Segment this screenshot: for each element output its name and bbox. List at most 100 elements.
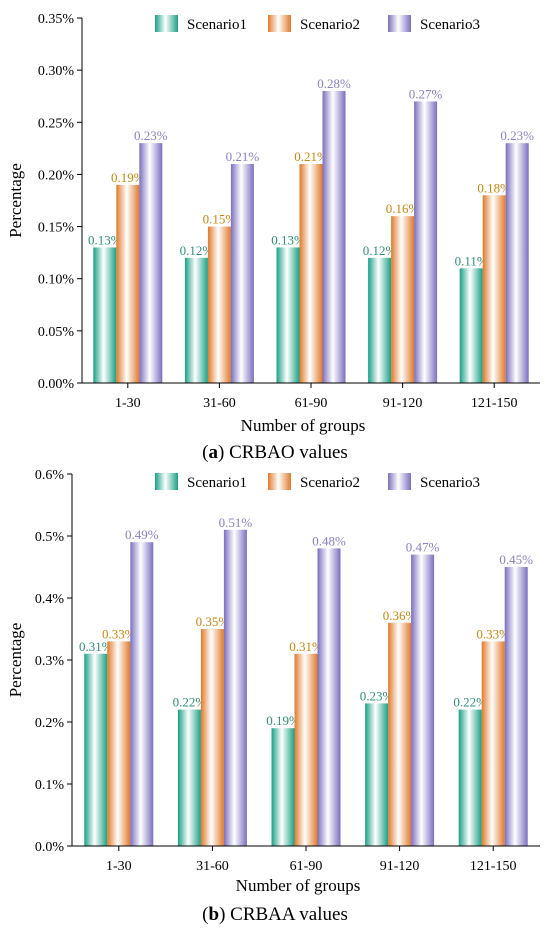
chart-a-x-tick-label: 121-150 (471, 396, 518, 411)
chart-b-data-label: 0.35% (196, 614, 230, 629)
chart-a-data-label: 0.21% (294, 149, 328, 164)
chart-a-y-axis-title: Percentage (6, 163, 25, 238)
chart-b-data-label: 0.19% (266, 713, 300, 728)
chart-b-data-label: 0.45% (499, 552, 533, 567)
chart-b-bar-scenario2-121-150 (481, 641, 505, 846)
chart-a-caption: (a) CRBAO values (202, 442, 348, 463)
chart-b-bar-scenario2-91-120 (388, 622, 412, 846)
chart-b-x-axis-title: Number of groups (236, 876, 361, 895)
chart-a-y-tick-label: 0.25% (38, 116, 75, 131)
chart-a-x-tick-label: 1-30 (115, 396, 141, 411)
chart-b-bar-scenario3-121-150 (504, 567, 528, 846)
chart-b-x-tick-label: 61-90 (290, 859, 323, 874)
chart-a-data-label: 0.12% (180, 243, 214, 258)
chart-b-bar-scenario1-91-120 (365, 703, 389, 846)
chart-b-legend-swatch-scenario3 (388, 473, 411, 490)
chart-a-bar-scenario3-61-90 (322, 91, 346, 383)
chart-a-bar-scenario1-61-90 (276, 247, 300, 383)
chart-b-crbaa: 0.0%0.1%0.2%0.3%0.4%0.5%0.6%0.31%0.33%0.… (6, 468, 540, 925)
chart-a-legend-swatch-scenario2 (268, 15, 291, 32)
chart-b-data-label: 0.36% (383, 608, 417, 623)
chart-a-y-tick-label: 0.10% (38, 273, 75, 288)
chart-a-bar-scenario2-121-150 (482, 195, 506, 383)
chart-b-x-tick-label: 121-150 (470, 859, 517, 874)
chart-b-legend-swatch-scenario2 (268, 473, 291, 490)
chart-b-y-tick-label: 0.1% (35, 778, 65, 793)
chart-a-bar-scenario1-31-60 (184, 257, 208, 383)
chart-a-x-tick-label: 31-60 (203, 396, 236, 411)
chart-a-legend-swatch-scenario1 (155, 15, 178, 32)
chart-b-bar-scenario2-31-60 (200, 629, 224, 846)
chart-a-bar-scenario3-91-120 (414, 101, 438, 383)
chart-b-legend-label: Scenario1 (187, 475, 247, 491)
chart-b-y-tick-label: 0.4% (35, 592, 65, 607)
chart-a-bar-scenario3-121-150 (505, 143, 529, 383)
chart-b-data-label: 0.31% (289, 639, 323, 654)
chart-b-bar-scenario3-31-60 (223, 529, 247, 846)
chart-b-bar-scenario1-61-90 (271, 728, 295, 846)
chart-b-data-label: 0.33% (476, 626, 510, 641)
chart-b-bar-scenario2-61-90 (294, 653, 318, 846)
chart-b-y-tick-label: 0.6% (35, 468, 65, 483)
chart-a-bar-scenario3-1-30 (139, 143, 163, 383)
chart-b-y-tick-label: 0.2% (35, 716, 65, 731)
chart-b-caption: (b) CRBAA values (202, 904, 348, 925)
chart-b-data-label: 0.31% (79, 639, 113, 654)
chart-a-y-tick-label: 0.35% (38, 12, 75, 27)
chart-a-legend-label: Scenario1 (187, 17, 247, 33)
chart-b-y-tick-label: 0.3% (35, 654, 65, 669)
chart-a-bar-scenario2-61-90 (299, 164, 323, 383)
chart-b-data-label: 0.47% (406, 540, 440, 555)
chart-a-bar-scenario2-91-120 (391, 216, 415, 383)
chart-b-y-axis-title: Percentage (6, 623, 25, 698)
chart-b-bar-scenario3-61-90 (317, 548, 341, 846)
chart-a-data-label: 0.13% (271, 232, 305, 247)
chart-b-legend-swatch-scenario1 (155, 473, 178, 490)
chart-a-data-label: 0.11% (455, 253, 488, 268)
chart-b-data-label: 0.22% (453, 695, 487, 710)
chart-b-y-tick-label: 0.5% (35, 530, 65, 545)
chart-a-x-tick-label: 61-90 (295, 396, 328, 411)
chart-a-bar-scenario3-31-60 (230, 164, 254, 383)
chart-a-legend-label: Scenario3 (420, 17, 480, 33)
chart-b-bar-scenario1-1-30 (84, 653, 108, 846)
chart-a-crbao: 0.00% 0.05% 0.10% 0.15% 0.20% 0.25% 0.30% 0.35%… (6, 12, 540, 463)
chart-a-bar-scenario2-1-30 (116, 184, 140, 383)
chart-a-data-label: 0.18% (477, 180, 511, 195)
chart-a-y-tick-label: 0.30% (38, 64, 75, 79)
chart-a-data-label: 0.21% (226, 149, 260, 164)
chart-a-legend-label: Scenario2 (300, 17, 360, 33)
chart-b-x-tick-label: 91-120 (380, 859, 420, 874)
chart-b-y-tick-label: 0.0% (35, 840, 65, 855)
chart-b-bar-scenario3-91-120 (411, 554, 435, 846)
chart-a-data-label: 0.27% (409, 86, 443, 101)
chart-a-data-label: 0.23% (134, 128, 168, 143)
chart-a-data-label: 0.16% (386, 201, 420, 216)
chart-b-bar-scenario1-31-60 (177, 709, 201, 846)
chart-b-data-label: 0.51% (219, 515, 253, 530)
chart-b-bar-scenario1-121-150 (458, 709, 482, 846)
chart-b-legend-label: Scenario2 (300, 475, 360, 491)
chart-a-y-tick-label: 0.05% (38, 325, 75, 340)
chart-b-data-label: 0.48% (312, 533, 346, 548)
chart-a-bar-scenario1-1-30 (93, 247, 117, 383)
chart-b-x-tick-label: 31-60 (196, 859, 229, 874)
chart-a-y-tick-label: 0.00% (38, 377, 75, 392)
chart-a-bar-scenario1-91-120 (368, 257, 392, 383)
chart-b-data-label: 0.49% (125, 527, 159, 542)
chart-b-x-tick-label: 1-30 (106, 859, 132, 874)
chart-a-bar-scenario2-31-60 (207, 226, 231, 383)
chart-a-data-label: 0.23% (500, 128, 534, 143)
chart-a-data-label: 0.15% (203, 212, 237, 227)
chart-b-bar-scenario2-1-30 (107, 641, 131, 846)
chart-a-data-label: 0.13% (88, 232, 122, 247)
chart-a-x-tick-label: 91-120 (383, 396, 423, 411)
chart-a-data-label: 0.12% (363, 243, 397, 258)
chart-b-data-label: 0.23% (360, 688, 394, 703)
chart-a-y-tick-label: 0.20% (38, 168, 75, 183)
chart-b-data-label: 0.33% (102, 626, 136, 641)
chart-a-data-label: 0.19% (111, 170, 145, 185)
chart-b-bar-scenario3-1-30 (130, 542, 154, 846)
chart-a-legend-swatch-scenario3 (388, 15, 411, 32)
